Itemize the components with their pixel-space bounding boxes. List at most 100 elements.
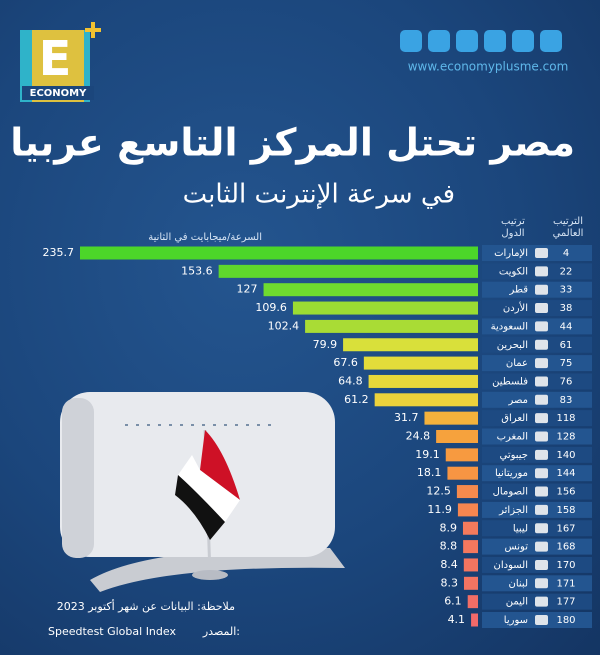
world-rank: 4: [563, 248, 569, 259]
flag-icon: [535, 615, 548, 625]
value-label: 8.8: [440, 540, 458, 553]
bar: [305, 319, 478, 333]
value-label: 4.1: [448, 613, 466, 626]
logo-word: ECONOMY: [30, 88, 87, 99]
world-rank: 156: [556, 487, 575, 498]
world-rank: 44: [560, 321, 573, 332]
flag-icon: [535, 394, 548, 405]
world-rank: 171: [556, 578, 575, 589]
flag-icon: [535, 248, 548, 258]
value-label: 31.7: [394, 411, 419, 424]
category-label: البحرين: [497, 340, 528, 351]
world-rank: 33: [560, 285, 573, 296]
category-label: موريتانيا: [495, 468, 528, 479]
flag-icon: [535, 431, 548, 442]
flag-icon: [535, 266, 548, 277]
bar: [467, 595, 478, 609]
value-label: 109.6: [255, 301, 287, 314]
flag-icon: [535, 523, 548, 534]
world-rank: 38: [560, 303, 573, 314]
logo-band: [22, 86, 94, 100]
bar: [424, 411, 478, 425]
value-label: 61.2: [344, 393, 369, 406]
category-label: الإمارات: [494, 248, 528, 259]
bar: [463, 576, 478, 590]
world-rank: 180: [556, 615, 575, 626]
value-label: 235.7: [43, 246, 75, 259]
bar: [462, 521, 478, 535]
note: ملاحظة: البيانات عن شهر أكتوبر 2023: [57, 599, 235, 613]
flag-icon: [535, 413, 548, 424]
value-label: 18.1: [417, 466, 442, 479]
bar: [463, 558, 478, 572]
category-label: الجزائر: [498, 505, 528, 516]
flag-icon: [535, 284, 548, 295]
category-label: الكويت: [499, 266, 528, 277]
logo-letter: E: [39, 31, 72, 87]
value-label: 12.5: [426, 485, 451, 498]
category-label: الأردن: [503, 301, 528, 314]
value-label: 153.6: [181, 264, 213, 277]
source: Speedtest Global Index: [48, 625, 176, 638]
value-label: 79.9: [313, 338, 338, 351]
value-label: 8.9: [439, 521, 457, 534]
value-label: 6.1: [444, 595, 462, 608]
flag-icon: [535, 339, 548, 350]
value-label: 67.6: [333, 356, 358, 369]
world-rank: 144: [556, 468, 575, 479]
category-label: مصر: [507, 395, 528, 406]
bar: [218, 264, 479, 278]
category-label: قطر: [508, 285, 528, 296]
world-rank: 22: [560, 266, 573, 277]
bar: [263, 283, 478, 297]
bar: [457, 503, 478, 517]
flag-icon: [535, 358, 548, 369]
bar: [456, 485, 478, 499]
category-label: الصومال: [493, 487, 528, 498]
category-label: اليمن: [506, 597, 528, 608]
rank-header: الترتيب العالمي: [552, 216, 584, 239]
bar: [292, 301, 478, 315]
bar: [363, 356, 478, 370]
egypt-flag: [175, 429, 240, 580]
bar: [445, 448, 478, 462]
value-label: 11.9: [427, 503, 452, 516]
bar: [374, 393, 478, 407]
bar: [447, 466, 478, 480]
world-rank: 140: [556, 450, 575, 461]
world-rank: 168: [556, 542, 575, 553]
bar: [368, 374, 478, 388]
category-label: ليبيا: [513, 523, 528, 534]
world-rank: 170: [556, 560, 575, 571]
source-label: المصدر:: [202, 625, 240, 638]
logo-plus: [85, 22, 101, 38]
category-label: السعودية: [491, 321, 528, 332]
category-label: فلسطين: [492, 376, 528, 387]
world-rank: 118: [556, 413, 575, 424]
world-rank: 167: [556, 523, 575, 534]
flag-icon: [535, 321, 548, 332]
category-label: العراق: [501, 413, 528, 424]
flag-icon: [535, 303, 548, 314]
flag-icon: [535, 596, 548, 607]
value-label: 19.1: [415, 448, 440, 461]
flag-icon: [535, 449, 548, 460]
world-rank: 83: [560, 395, 573, 406]
value-label: 24.8: [406, 430, 431, 443]
flag-icon: [535, 468, 548, 479]
world-rank: 158: [556, 505, 575, 516]
website: www.economyplusme.com: [408, 60, 569, 74]
category-header: ترتيب الدول: [501, 216, 525, 239]
flag-icon: [535, 376, 548, 387]
value-label: 127: [237, 283, 258, 296]
category-label: المغرب: [497, 432, 528, 443]
flag-icon: [535, 559, 548, 570]
flag-icon: [535, 578, 548, 589]
value-label: 8.4: [440, 558, 458, 571]
bar: [80, 246, 478, 260]
category-label: سوريا: [504, 615, 528, 626]
bar: [463, 540, 478, 554]
flag-icon: [535, 486, 548, 497]
value-axis-label: السرعة/ميجابايت في الثانية: [148, 232, 262, 243]
